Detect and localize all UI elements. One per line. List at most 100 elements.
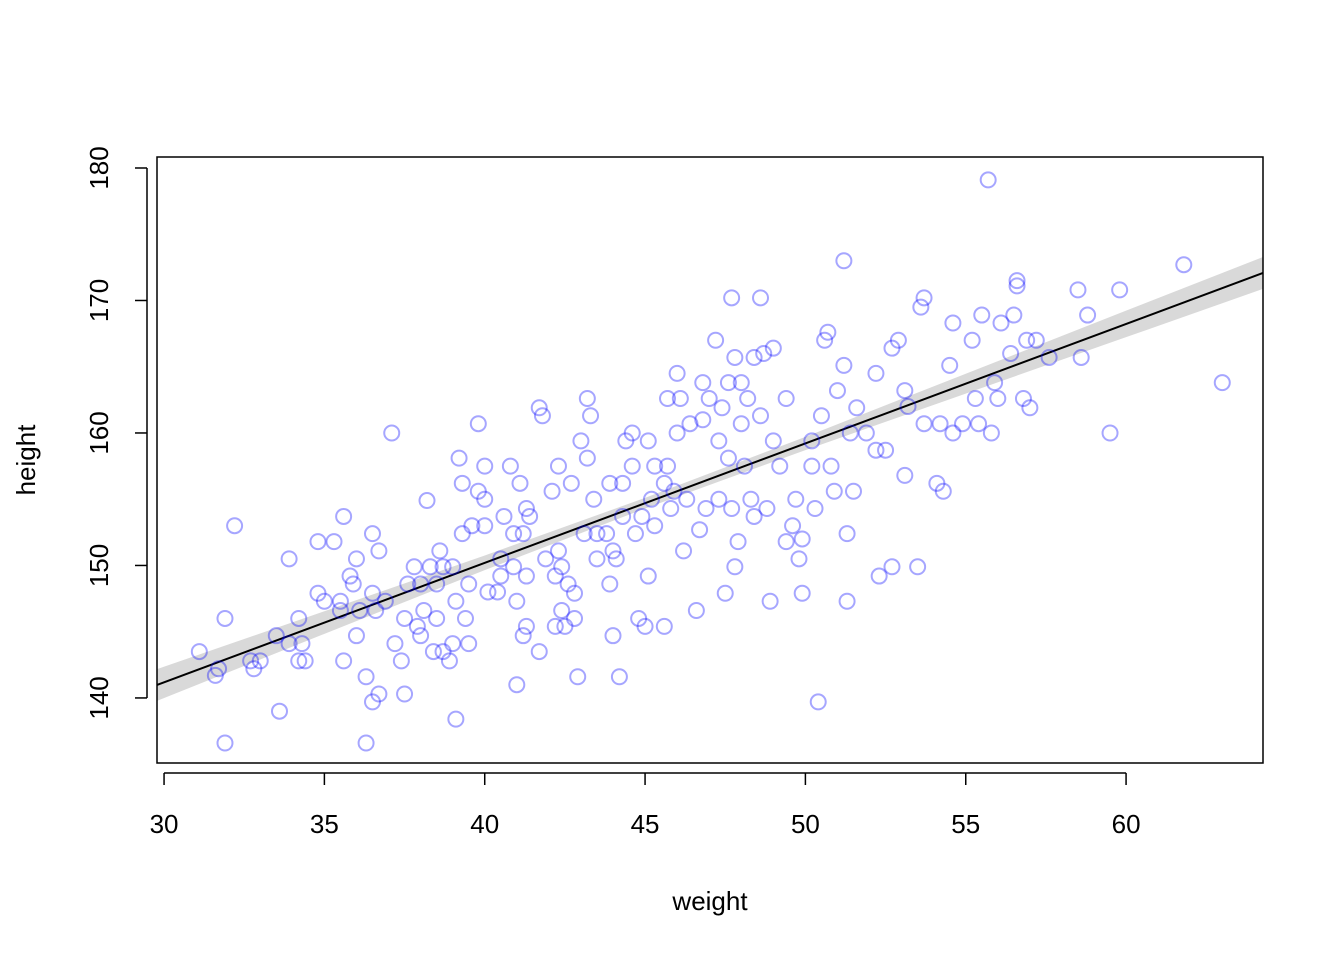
point (944, 424, 962, 442)
point (1079, 306, 1097, 324)
point (841, 424, 859, 442)
point (309, 533, 327, 551)
point (537, 550, 555, 568)
point (617, 432, 635, 450)
point (588, 550, 606, 568)
point (816, 331, 834, 349)
point (434, 643, 452, 661)
point (476, 457, 494, 475)
point (511, 474, 529, 492)
point (941, 356, 959, 374)
point (636, 617, 654, 635)
point (335, 652, 353, 670)
point (405, 558, 423, 576)
point (517, 617, 535, 635)
y-tick-label: 140 (84, 676, 114, 719)
point (463, 517, 481, 535)
point (883, 558, 901, 576)
point (315, 592, 333, 610)
point (604, 542, 622, 560)
point (1018, 331, 1036, 349)
point (806, 499, 824, 517)
point (572, 432, 590, 450)
point (655, 617, 673, 635)
point (665, 482, 683, 500)
point (530, 399, 548, 417)
point (989, 390, 1007, 408)
point (546, 567, 564, 585)
point (1008, 277, 1026, 295)
point (335, 507, 353, 525)
point (341, 567, 359, 585)
point (745, 507, 763, 525)
point (845, 482, 863, 500)
point (755, 344, 773, 362)
point (347, 550, 365, 568)
point (601, 474, 619, 492)
point (954, 415, 972, 433)
point (331, 602, 349, 620)
point (296, 652, 314, 670)
point (726, 558, 744, 576)
point (363, 525, 381, 543)
point (424, 643, 442, 661)
point (735, 457, 753, 475)
x-tick-label: 45 (631, 809, 660, 839)
plot-area (157, 171, 1263, 752)
point (992, 314, 1010, 332)
point (226, 517, 244, 535)
point (396, 609, 414, 627)
point (970, 415, 988, 433)
point (546, 617, 564, 635)
point (1027, 331, 1045, 349)
point (828, 382, 846, 400)
point (331, 592, 349, 610)
point (870, 567, 888, 585)
point (639, 567, 657, 585)
regression-line (157, 271, 1263, 686)
point (713, 399, 731, 417)
point (456, 609, 474, 627)
point (784, 517, 802, 535)
point (453, 525, 471, 543)
point (623, 424, 641, 442)
point (639, 432, 657, 450)
point (1005, 306, 1023, 324)
point (966, 390, 984, 408)
plot-frame (156, 156, 1264, 764)
point (877, 441, 895, 459)
point (838, 592, 856, 610)
point (646, 517, 664, 535)
point (585, 490, 603, 508)
point (659, 390, 677, 408)
point (290, 609, 308, 627)
point (883, 339, 901, 357)
point (809, 693, 827, 711)
point (533, 407, 551, 425)
y-tick-label: 150 (84, 544, 114, 587)
point (819, 323, 837, 341)
point (453, 474, 471, 492)
point (370, 685, 388, 703)
point (489, 583, 507, 601)
point (889, 331, 907, 349)
point (745, 348, 763, 366)
point (514, 525, 532, 543)
point (761, 592, 779, 610)
point (1111, 281, 1129, 299)
point (517, 499, 535, 517)
x-tick-label: 60 (1112, 809, 1141, 839)
point (376, 592, 394, 610)
point (716, 584, 734, 602)
point (460, 635, 478, 653)
point (578, 390, 596, 408)
point (944, 314, 962, 332)
point (530, 643, 548, 661)
point (508, 592, 526, 610)
point (386, 635, 404, 653)
point (1213, 374, 1231, 392)
point (431, 542, 449, 560)
point (559, 575, 577, 593)
point (598, 525, 616, 543)
point (508, 676, 526, 694)
